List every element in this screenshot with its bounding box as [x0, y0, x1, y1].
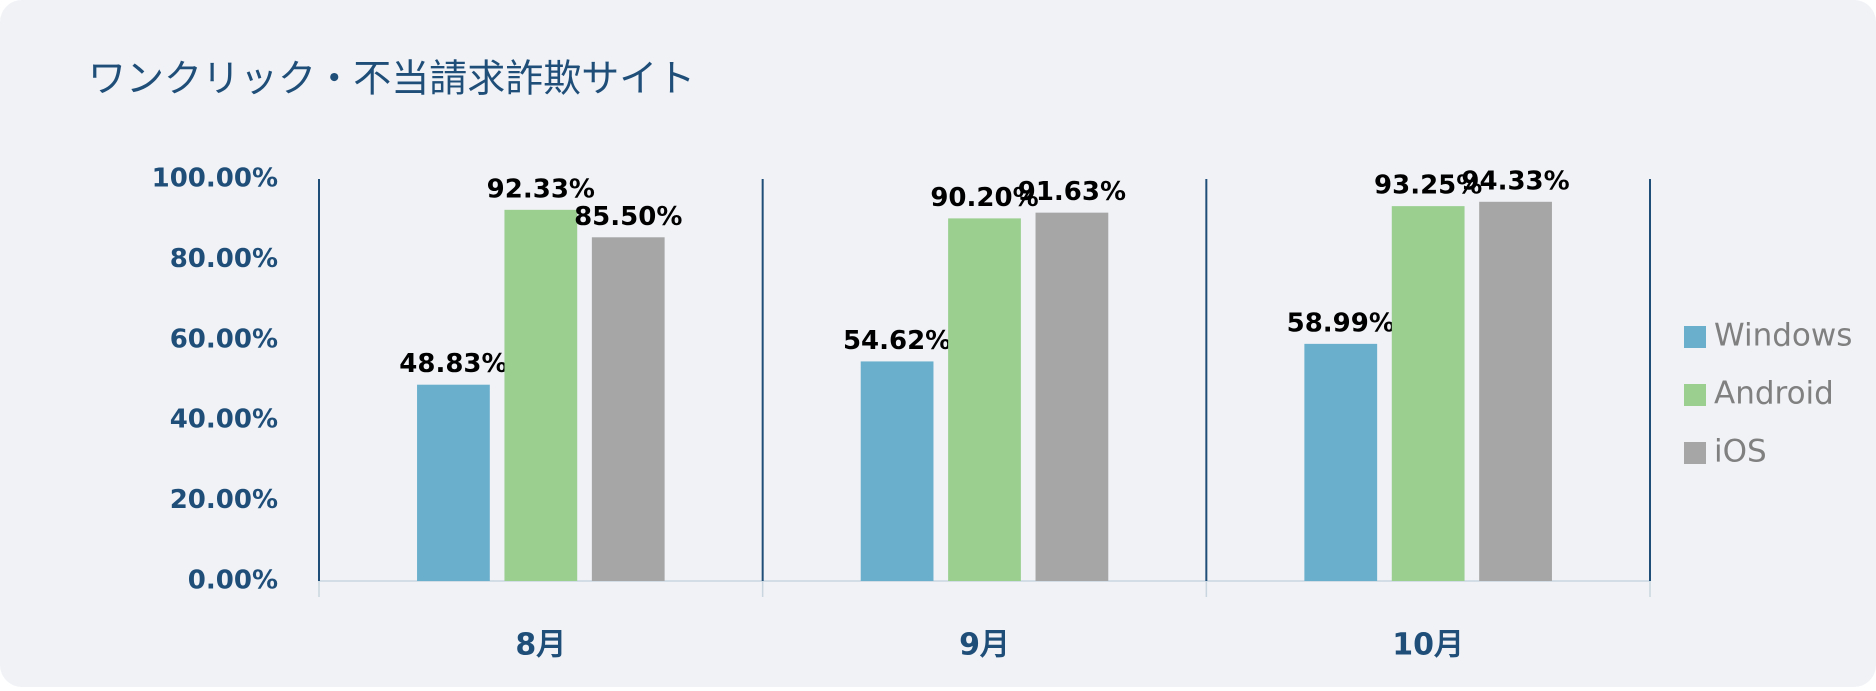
y-tick-label: 100.00%: [152, 164, 278, 194]
data-label: 54.62%: [843, 326, 951, 356]
chart-title: ワンクリック・不当請求詐欺サイト: [88, 57, 695, 101]
legend-swatch: [1684, 326, 1706, 348]
y-tick-label: 20.00%: [170, 485, 278, 515]
y-tick-label: 80.00%: [170, 244, 278, 274]
x-tick-label: 8月: [515, 628, 566, 663]
data-label: 94.33%: [1461, 166, 1569, 196]
bar: [1479, 201, 1552, 581]
bar: [417, 384, 490, 581]
legend-label: Android: [1714, 376, 1834, 412]
bar: [948, 218, 1021, 581]
bar: [860, 361, 934, 581]
bar: [504, 209, 578, 581]
data-label: 48.83%: [399, 349, 507, 379]
x-tick-label: 10月: [1392, 628, 1464, 663]
y-tick-label: 40.00%: [170, 405, 278, 435]
legend-swatch: [1684, 442, 1706, 464]
bar: [1304, 343, 1378, 581]
data-label: 93.25%: [1374, 171, 1482, 201]
legend-label: Windows: [1714, 318, 1852, 354]
bar: [1391, 206, 1465, 581]
data-label: 58.99%: [1287, 308, 1395, 338]
data-label: 91.63%: [1018, 177, 1126, 207]
legend-swatch: [1684, 384, 1706, 406]
y-tick-label: 0.00%: [188, 566, 278, 596]
bar: [591, 237, 665, 582]
y-tick-label: 60.00%: [170, 324, 278, 354]
legend-label: iOS: [1714, 434, 1767, 470]
data-label: 92.33%: [487, 174, 595, 204]
data-label: 85.50%: [574, 202, 682, 232]
bar: [1035, 212, 1109, 581]
data-label: 90.20%: [930, 183, 1038, 213]
x-tick-label: 9月: [959, 628, 1010, 663]
